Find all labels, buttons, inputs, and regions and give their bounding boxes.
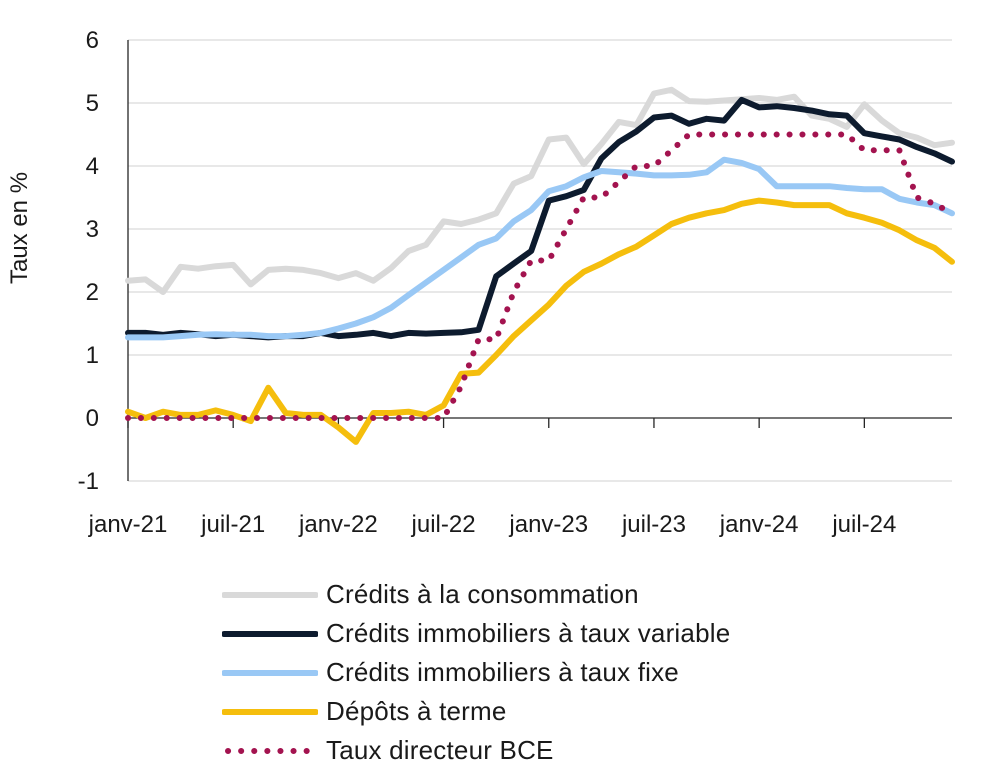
legend-label: Crédits immobiliers à taux variable	[326, 618, 731, 648]
y-axis-ticks: -1 0 1 2 3 4 5 6	[78, 27, 99, 495]
gridlines	[127, 39, 952, 482]
series-line-2	[125, 156, 955, 341]
y-tick-label: 6	[86, 27, 99, 54]
y-tick-label: 1	[86, 342, 99, 369]
y-tick-label: 5	[86, 90, 99, 117]
legend-swatch-consommation	[222, 585, 318, 605]
legend-swatch-bce	[222, 741, 318, 761]
legend-label: Dépôts à terme	[326, 696, 507, 726]
legend-item: Taux directeur BCE	[222, 731, 730, 770]
x-tick-label: juil-22	[411, 511, 476, 538]
legend-label: Taux directeur BCE	[326, 735, 554, 765]
legend: Crédits à la consommation Crédits immobi…	[222, 575, 730, 770]
x-axis-ticks: janv-21 juil-21 janv-22 juil-22 janv-23 juil-…	[88, 418, 896, 538]
y-tick-label: 2	[86, 279, 99, 306]
y-axis-title: Taux en %	[6, 172, 33, 284]
y-tick-label: 3	[86, 216, 99, 243]
series-lines	[125, 86, 955, 445]
series-line-4	[125, 131, 955, 421]
x-tick-label: janv-24	[719, 511, 799, 538]
legend-swatch-depots	[222, 702, 318, 722]
y-tick-label: 0	[86, 405, 99, 432]
legend-item: Crédits à la consommation	[222, 575, 730, 614]
series-line-3	[125, 197, 955, 445]
legend-item: Crédits immobiliers à taux variable	[222, 614, 730, 653]
y-tick-label: 4	[86, 153, 99, 180]
legend-item: Crédits immobiliers à taux fixe	[222, 653, 730, 692]
legend-label: Crédits à la consommation	[326, 579, 639, 609]
legend-item: Dépôts à terme	[222, 692, 730, 731]
series-line-0	[125, 86, 955, 295]
x-tick-label: janv-23	[508, 511, 588, 538]
x-tick-label: janv-21	[88, 511, 168, 538]
y-tick-label: -1	[78, 468, 99, 495]
x-tick-label: juil-24	[831, 511, 896, 538]
x-tick-label: janv-22	[298, 511, 378, 538]
legend-label: Crédits immobiliers à taux fixe	[326, 657, 679, 687]
x-tick-label: juil-23	[621, 511, 686, 538]
legend-swatch-taux-variable	[222, 624, 318, 644]
legend-swatch-taux-fixe	[222, 663, 318, 683]
x-tick-label: juil-21	[200, 511, 265, 538]
